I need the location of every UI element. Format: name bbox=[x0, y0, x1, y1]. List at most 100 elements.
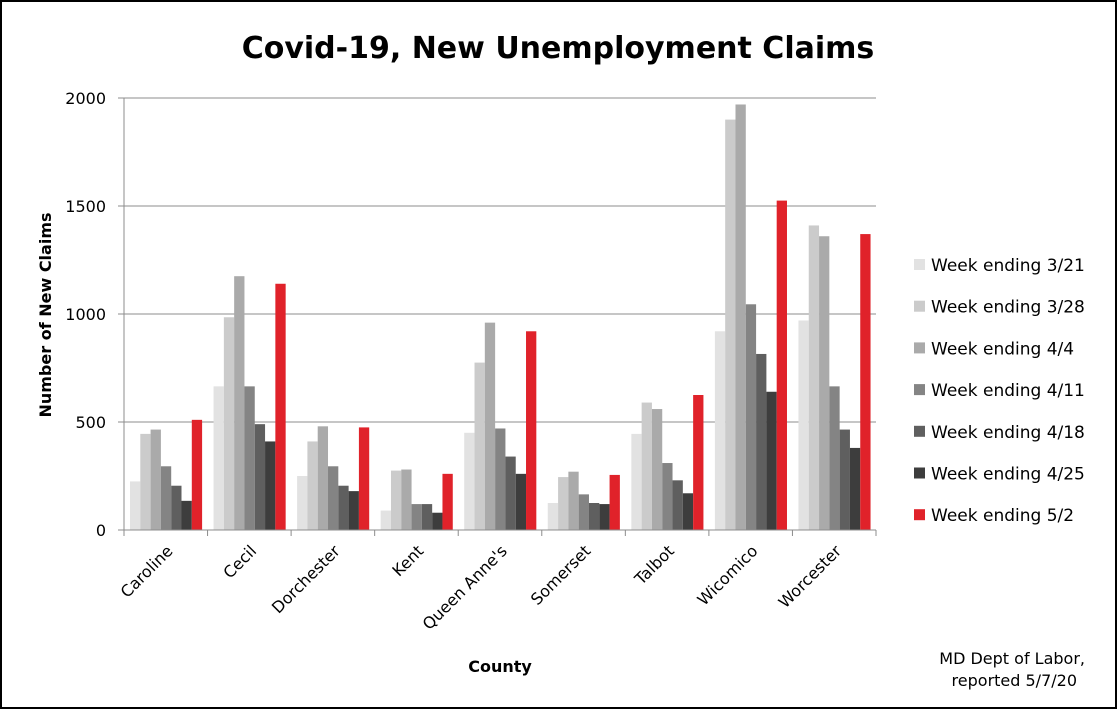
bar bbox=[662, 463, 673, 530]
bar bbox=[495, 428, 506, 530]
legend-label: Week ending 3/21 bbox=[931, 256, 1085, 276]
bar bbox=[328, 466, 339, 530]
bar bbox=[317, 426, 329, 530]
bar bbox=[234, 276, 245, 530]
y-tick-label: 1500 bbox=[65, 197, 106, 216]
bars bbox=[130, 104, 871, 531]
legend-swatch bbox=[914, 342, 925, 354]
bar bbox=[609, 474, 620, 530]
bar bbox=[213, 386, 224, 530]
bar bbox=[254, 424, 266, 530]
bar bbox=[766, 391, 777, 530]
bar bbox=[735, 104, 746, 530]
source-note-line-1: MD Dept of Labor, bbox=[939, 649, 1085, 668]
bar bbox=[191, 419, 203, 530]
bar bbox=[265, 441, 276, 530]
bar bbox=[672, 480, 683, 530]
legend-swatch bbox=[914, 384, 925, 396]
bar bbox=[130, 481, 141, 530]
category-label: Dorchester bbox=[268, 541, 344, 617]
legend: Week ending 3/21 Week ending 3/28 Week end… bbox=[914, 256, 1085, 526]
category-label: Talbot bbox=[630, 541, 678, 589]
bar bbox=[526, 331, 537, 530]
category-label: Wicomico bbox=[694, 541, 762, 609]
bar bbox=[568, 471, 579, 530]
bar bbox=[631, 433, 642, 530]
legend-label: Week ending 5/2 bbox=[931, 506, 1074, 526]
category-label: Caroline bbox=[117, 541, 177, 601]
legend-label: Week ending 4/25 bbox=[931, 465, 1085, 485]
bar bbox=[745, 304, 757, 530]
bar bbox=[505, 456, 516, 530]
y-tick-label: 1000 bbox=[65, 305, 106, 324]
y-tick-label: 500 bbox=[75, 413, 106, 432]
bar bbox=[411, 504, 422, 530]
legend-label: Week ending 4/4 bbox=[931, 339, 1074, 359]
bar bbox=[338, 485, 349, 530]
source-note-line-2: reported 5/7/20 bbox=[952, 671, 1077, 690]
bar bbox=[223, 317, 235, 530]
chart-title: Covid-19, New Unemployment Claims bbox=[242, 31, 875, 66]
bar bbox=[725, 119, 736, 530]
x-axis-title: County bbox=[468, 657, 532, 676]
bar bbox=[307, 441, 318, 530]
bar bbox=[275, 283, 286, 530]
bar bbox=[860, 234, 871, 530]
bar bbox=[150, 429, 161, 530]
bar bbox=[484, 322, 496, 530]
bar bbox=[401, 469, 412, 530]
bar bbox=[390, 470, 402, 530]
legend-swatch bbox=[914, 259, 925, 270]
bar bbox=[140, 433, 151, 530]
bar bbox=[432, 512, 443, 530]
bar bbox=[776, 200, 787, 530]
bar bbox=[651, 409, 663, 530]
bar bbox=[464, 432, 475, 530]
category-label: Kent bbox=[388, 541, 427, 580]
y-tick-label: 0 bbox=[96, 521, 106, 540]
bar bbox=[380, 510, 391, 530]
bar bbox=[849, 447, 861, 530]
bar bbox=[547, 503, 559, 530]
bar bbox=[348, 491, 359, 530]
bar bbox=[641, 402, 652, 530]
axes bbox=[118, 97, 877, 536]
bar bbox=[819, 236, 830, 531]
bar bbox=[515, 473, 527, 530]
bar bbox=[297, 476, 308, 530]
legend-swatch bbox=[914, 467, 925, 479]
bar bbox=[558, 477, 569, 530]
bar bbox=[756, 353, 767, 530]
bar bbox=[682, 493, 694, 530]
bar bbox=[829, 386, 840, 530]
y-tick-labels: 0 500 1000 1500 2000 bbox=[65, 89, 106, 540]
legend-label: Week ending 3/28 bbox=[931, 298, 1085, 318]
bar bbox=[578, 494, 589, 530]
y-tick-label: 2000 bbox=[65, 89, 106, 108]
legend-swatch bbox=[914, 425, 925, 437]
category-label: Cecil bbox=[219, 541, 260, 582]
bar bbox=[693, 395, 704, 530]
legend-swatch bbox=[914, 509, 925, 521]
bar bbox=[181, 500, 192, 530]
y-axis-title: Number of New Claims bbox=[36, 212, 55, 417]
bar bbox=[714, 331, 726, 530]
category-label: Somerset bbox=[527, 541, 594, 608]
bar bbox=[358, 427, 370, 530]
bar bbox=[171, 485, 182, 530]
legend-label: Week ending 4/11 bbox=[931, 381, 1085, 401]
bar bbox=[599, 504, 610, 530]
bar bbox=[839, 429, 850, 530]
bar bbox=[244, 386, 255, 530]
bar bbox=[160, 466, 172, 530]
legend-swatch bbox=[914, 300, 925, 312]
bar bbox=[474, 362, 485, 530]
bar bbox=[421, 504, 433, 530]
legend-label: Week ending 4/18 bbox=[931, 423, 1085, 443]
category-label: Queen Anne's bbox=[419, 541, 511, 633]
bar bbox=[588, 503, 600, 530]
category-label: Worcester bbox=[775, 541, 846, 612]
